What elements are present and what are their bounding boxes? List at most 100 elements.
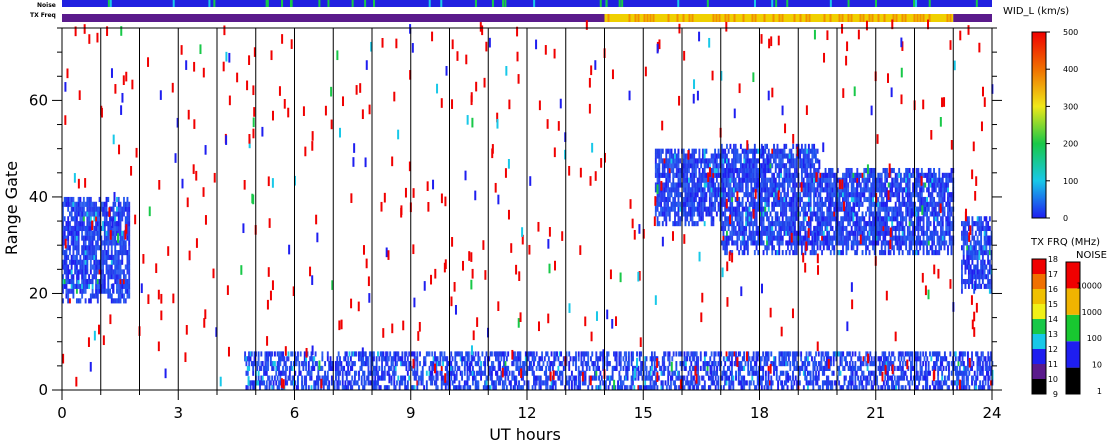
echo-cell (661, 196, 664, 203)
echo-cell (508, 380, 511, 386)
echo-cell (988, 225, 991, 232)
echo-cell (752, 153, 755, 159)
echo-cell (264, 351, 267, 357)
echo-cell (477, 370, 480, 376)
echo-cell (731, 211, 734, 217)
echo-cell (91, 235, 94, 241)
echo-cell (665, 163, 668, 169)
tx-freq-speck (877, 14, 880, 22)
echo-cell (362, 385, 365, 391)
echo-cell (575, 351, 577, 357)
echo-cell (738, 211, 741, 217)
echo-cell (447, 380, 450, 386)
echo-cell (962, 221, 965, 227)
echo-cell (279, 380, 282, 386)
echo-cell (568, 380, 571, 386)
echo-cell (549, 385, 552, 391)
echo-cell (359, 356, 362, 362)
echo-cell (835, 206, 837, 212)
echo-cell (652, 370, 655, 376)
echo-cell (847, 230, 850, 236)
echo-cell (835, 225, 837, 232)
echo-cell (397, 356, 400, 362)
echo-cell (675, 361, 678, 367)
echo-cell (732, 351, 735, 357)
echo-cell (947, 216, 949, 222)
echo-cell (838, 201, 841, 207)
echo-cell (976, 221, 979, 227)
echo-cell (908, 221, 911, 227)
echo-cell (905, 245, 908, 251)
echo-cell (252, 385, 255, 391)
echo-cell (776, 240, 779, 246)
echo-cell (892, 177, 895, 183)
echo-cell (471, 356, 474, 362)
echo-cell (116, 283, 118, 289)
echo-cell (872, 187, 874, 193)
echo-cell (366, 361, 369, 367)
echo-cell (62, 245, 64, 251)
echo-cell (817, 216, 820, 222)
echo-cell (600, 375, 603, 381)
echo-cell (896, 192, 899, 198)
echo-cell (248, 351, 251, 357)
echo-cell (539, 385, 542, 391)
echo-cell (674, 163, 676, 169)
echo-cell (821, 230, 824, 236)
echo-cell (961, 283, 963, 289)
echo-cell (534, 375, 537, 381)
echo-cell (415, 356, 417, 362)
echo-cell (72, 274, 75, 280)
echo-cell (656, 196, 659, 203)
echo-cell (668, 385, 671, 391)
echo-cell (248, 365, 251, 371)
tx-freq-speck (628, 14, 631, 22)
echo-cell (534, 380, 537, 386)
echo-cell (558, 370, 561, 376)
echo-cell (347, 385, 350, 391)
echo-cell (70, 288, 73, 294)
echo-cell (718, 351, 721, 357)
echo-cell (660, 148, 662, 154)
echo-cell (887, 211, 890, 217)
echo-cell (678, 351, 681, 357)
echo-cell (459, 356, 462, 362)
echo-cell (336, 365, 339, 371)
echo-cell (792, 182, 795, 188)
echo-cell (684, 158, 687, 164)
echo-cell (489, 351, 492, 357)
echo-cell (831, 235, 834, 241)
echo-cell (814, 216, 817, 222)
echo-cell (716, 370, 718, 376)
echo-cell (787, 201, 789, 207)
echo-cell (693, 187, 696, 193)
echo-cell (750, 240, 753, 246)
echo-cell (771, 153, 774, 159)
echo-cell (800, 250, 803, 256)
echo-cell (504, 351, 507, 357)
echo-cell (465, 380, 468, 386)
echo-cell (880, 225, 883, 232)
echo-cell (974, 245, 977, 251)
echo-cell (790, 240, 793, 246)
echo-cell (720, 225, 723, 232)
echo-cell (915, 216, 918, 222)
echo-cell (819, 230, 822, 236)
echo-cell (790, 196, 793, 203)
echo-cell (114, 274, 117, 280)
echo-cell (467, 365, 470, 371)
echo-cell (718, 365, 721, 371)
echo-cell (712, 361, 714, 367)
echo-cell (938, 196, 941, 203)
echo-cell (372, 380, 375, 386)
echo-cell (598, 385, 600, 391)
echo-cell (725, 235, 728, 241)
echo-cell (89, 278, 92, 285)
echo-cell (898, 225, 901, 232)
echo-cell (682, 211, 685, 217)
echo-cell (766, 167, 768, 174)
echo-cell (778, 221, 781, 227)
echo-cell (873, 230, 876, 236)
echo-cell (79, 269, 82, 275)
echo-cell (688, 380, 691, 386)
